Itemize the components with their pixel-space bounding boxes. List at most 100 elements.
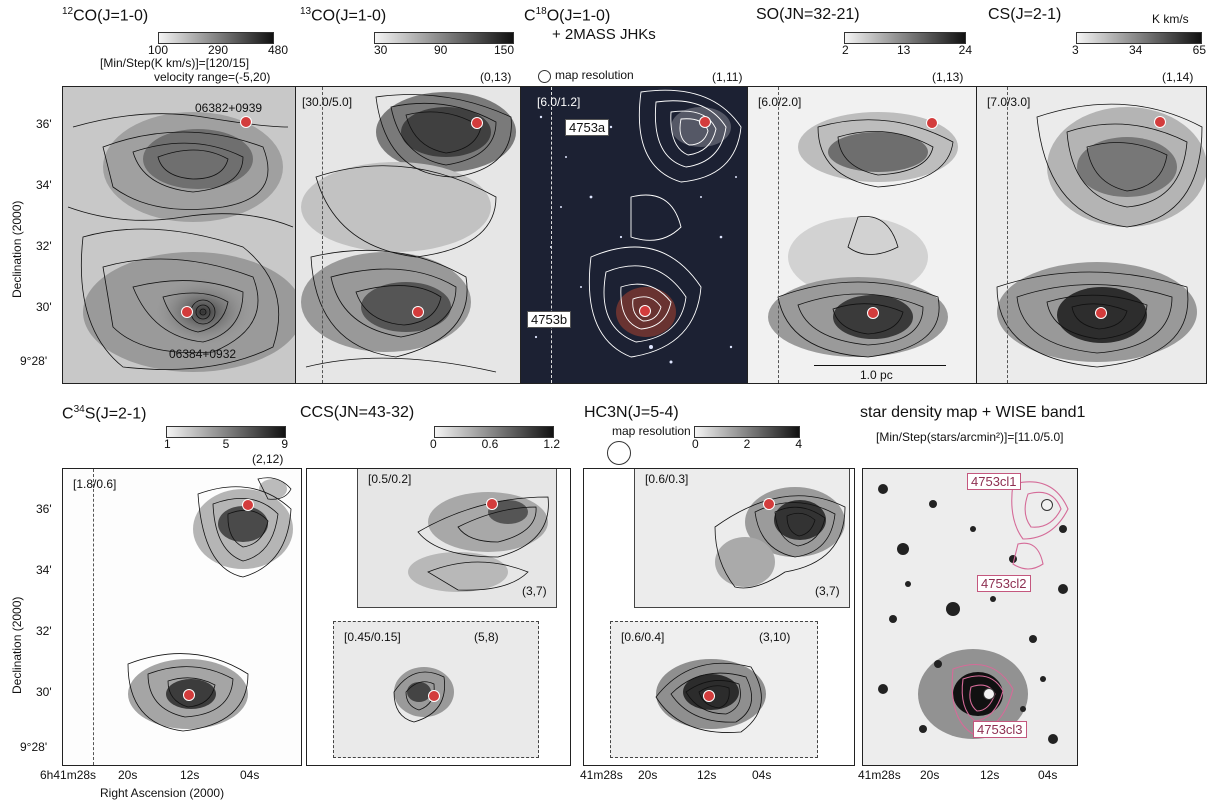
map-panel-13co: [30.0/5.0]: [295, 86, 522, 384]
map-panel-hc3n: [0.6/0.3] (3,7) [0.6/0.4] (3,10): [583, 468, 855, 766]
map-resolution-label-bottom: map resolution: [612, 424, 691, 438]
colorbar-ccs-ticks: 0 0.6 1.2: [430, 437, 560, 451]
map-panel-ccs: [0.5/0.2] (3,7) [0.45/0.15] (5,8): [306, 468, 571, 766]
ytick-30: 30': [36, 300, 52, 314]
panel1-title: 12CO(J=1-0): [62, 6, 149, 25]
xtick-12s: 12s: [180, 768, 200, 782]
xtick2-04s: 04s: [752, 768, 772, 782]
colorbar-cs: [1076, 32, 1202, 44]
ytick-28: 9°28': [20, 354, 48, 368]
scale-bar: [814, 365, 946, 366]
colorbar-13co-ticks: 30 90 150: [374, 43, 514, 57]
ytick-28: 9°28': [20, 740, 48, 754]
y-axis-label-bottom: Declination (2000): [10, 596, 24, 694]
map-panel-c34s: [1.8/0.6]: [62, 468, 302, 766]
iras-marker-north: [1154, 116, 1166, 128]
iras-marker-south: [412, 306, 424, 318]
resolution-circle-icon: [607, 441, 631, 465]
resolution-circle-icon: [538, 70, 551, 83]
panel6-title: C34S(J=2-1): [62, 404, 147, 423]
xtick3-20s: 20s: [920, 768, 940, 782]
x-axis-label: Right Ascension (2000): [100, 786, 225, 800]
coord-label-p4: (1,13): [932, 70, 964, 84]
coord-ccs-north: (3,7): [522, 584, 547, 598]
minstep-ccs-south: [0.45/0.15]: [344, 630, 401, 644]
iras-marker-south: [428, 690, 440, 702]
coord-hc3n-north: (3,7): [815, 584, 840, 598]
colorbar-so-ticks: 2 13 24: [842, 43, 972, 57]
coord-label-p2: (0,13): [480, 70, 512, 84]
map-panel-star-density: 4753cl1 4753cl2 4753cl3: [862, 468, 1078, 766]
clump-tag-4753a: 4753a: [565, 119, 610, 136]
coord-ccs-south: (5,8): [474, 630, 499, 644]
xtick2-12s: 12s: [697, 768, 717, 782]
iras-marker-north: [1041, 499, 1053, 511]
ytick-32: 32': [36, 239, 52, 253]
map-panel-c18o-2mass: [6.0/1.2] 4753a 4753b: [520, 86, 749, 384]
iras-marker-north: [763, 498, 775, 510]
minstep-so: [6.0/2.0]: [758, 95, 802, 109]
panel3-title: C18O(J=1-0): [524, 6, 611, 25]
ytick-36: 36': [36, 117, 52, 131]
dashed-boundary: [1007, 87, 1008, 383]
xtick-20s: 20s: [118, 768, 138, 782]
clump-tag-4753b: 4753b: [527, 311, 572, 328]
minstep-hc3n-south: [0.6/0.4]: [621, 630, 665, 644]
iras-marker-south: [183, 689, 195, 701]
panel2-title: 13CO(J=1-0): [300, 6, 387, 25]
scale-bar-label: 1.0 pc: [860, 368, 893, 382]
iras-marker-north: [242, 499, 254, 511]
xtick3-41m28s: 41m28s: [858, 768, 901, 782]
minstep-c34s: [1.8/0.6]: [73, 477, 117, 491]
panel9-title: star density map + WISE band1: [860, 404, 1086, 421]
iras-marker-south: [1095, 307, 1107, 319]
map-panel-12co: 06382+0939 06384+0932: [62, 86, 297, 384]
colorbar-c34s: [166, 426, 286, 438]
xtick2-20s: 20s: [638, 768, 658, 782]
panel3-subtitle: + 2MASS JHKs: [552, 26, 656, 43]
ytick-34: 34': [36, 178, 52, 192]
map-panel-cs: [7.0/3.0]: [976, 86, 1207, 384]
colorbar-unit: K km/s: [1152, 12, 1189, 26]
iras-marker-north: [486, 498, 498, 510]
iras-marker-south: [181, 306, 193, 318]
iras-marker-north: [471, 117, 483, 129]
minstep-13co: [30.0/5.0]: [302, 95, 353, 109]
colorbar-12co-ticks: 100 290 480: [148, 43, 288, 57]
xtick3-04s: 04s: [1038, 768, 1058, 782]
velocity-range: velocity range=(-5,20): [154, 70, 271, 84]
xtick-04s: 04s: [240, 768, 260, 782]
iras-marker-south: [983, 688, 995, 700]
map-panel-so: [6.0/2.0] 1.0 pc: [747, 86, 978, 384]
coord-hc3n-south: (3,10): [759, 630, 791, 644]
dashed-boundary: [778, 87, 779, 383]
colorbar-13co: [374, 32, 514, 44]
ytick-32: 32': [36, 624, 52, 638]
ytick-34: 34': [36, 563, 52, 577]
panel4-title: SO(JN=32-21): [756, 6, 860, 23]
y-axis-label-top: Declination (2000): [10, 200, 24, 298]
dashed-boundary: [551, 87, 552, 383]
panel7-title: CCS(JN=43-32): [300, 404, 415, 421]
colorbar-hc3n: [694, 426, 800, 438]
ytick-36: 36': [36, 502, 52, 516]
hc3n-inset-south: [0.6/0.4] (3,10): [610, 621, 818, 758]
iras-marker-south: [867, 307, 879, 319]
cluster-tag-4753cl1: 4753cl1: [967, 473, 1021, 490]
iras-marker-north: [699, 116, 711, 128]
dashed-boundary: [322, 87, 323, 383]
source-label-06384: 06384+0932: [169, 347, 237, 361]
panel5-title: CS(J=2-1): [988, 6, 1062, 23]
minstep-c18o: [6.0/1.2]: [537, 95, 581, 109]
ccs-inset-south: [0.45/0.15] (5,8): [333, 621, 539, 758]
source-label-06382: 06382+0939: [195, 101, 263, 115]
iras-marker-south: [639, 305, 651, 317]
xtick-6h41m28s: 6h41m28s: [40, 768, 97, 782]
map-resolution-label: map resolution: [555, 68, 634, 82]
coord-label-p5: (1,14): [1162, 70, 1194, 84]
xtick3-12s: 12s: [980, 768, 1000, 782]
coord-label-p3: (1,11): [712, 70, 743, 84]
minstep-cs: [7.0/3.0]: [987, 95, 1031, 109]
minstep-ccs-north: [0.5/0.2]: [368, 472, 412, 486]
